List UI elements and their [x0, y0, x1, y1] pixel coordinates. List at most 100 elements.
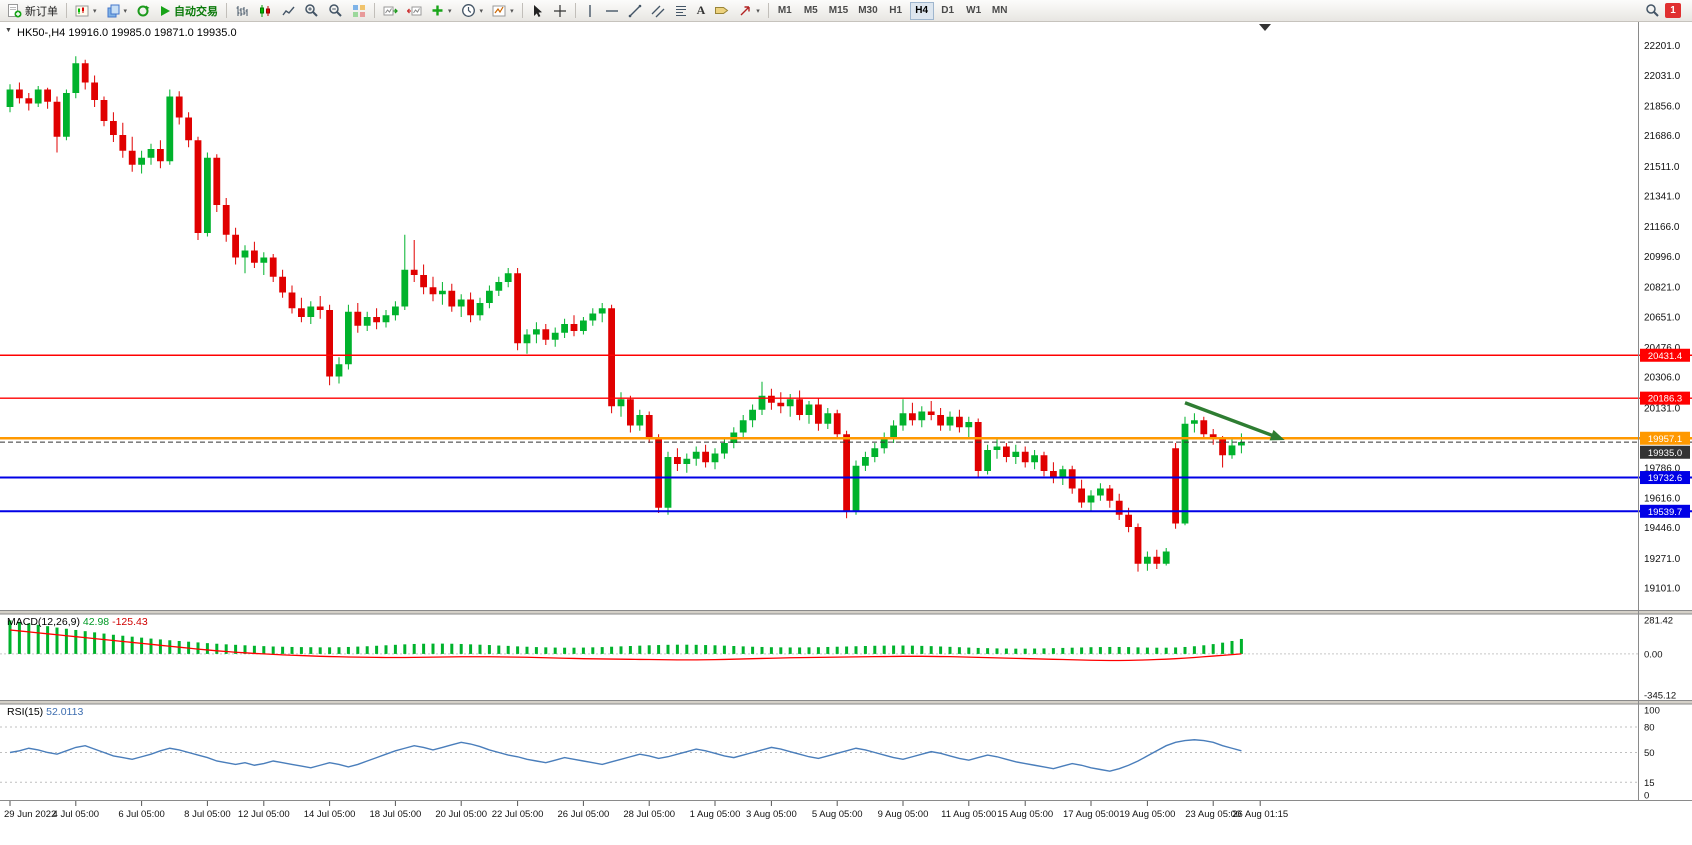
dropdown-arrow-icon: ▾: [93, 7, 97, 15]
timeframe-m30-button[interactable]: M30: [854, 2, 881, 20]
timeframe-mn-button[interactable]: MN: [988, 2, 1012, 20]
price-badge: [1640, 431, 1690, 445]
horizontal-line-tool-button[interactable]: [601, 1, 623, 21]
label-tool-button[interactable]: [710, 1, 733, 21]
chart-shift-marker: [1259, 24, 1271, 31]
svg-text:22031.0: 22031.0: [1644, 71, 1681, 82]
timeframe-m5-button[interactable]: M5: [799, 2, 823, 20]
channel-icon: [651, 5, 665, 17]
templates-button[interactable]: ▾: [488, 1, 518, 21]
price-badge: [1640, 391, 1690, 405]
svg-text:22201.0: 22201.0: [1644, 41, 1681, 52]
refresh-button[interactable]: [132, 1, 154, 21]
auto-scroll-icon: [383, 6, 398, 15]
bar-chart-icon: [236, 5, 248, 16]
autotrading-button[interactable]: 自动交易: [155, 1, 222, 21]
fibonacci-icon: [675, 5, 686, 16]
svg-text:20131.0: 20131.0: [1644, 403, 1681, 414]
svg-text:4 Jul 05:00: 4 Jul 05:00: [53, 809, 99, 820]
toolbar-separator: [374, 3, 376, 18]
toolbar-separator: [226, 3, 228, 18]
svg-text:26 Jul 05:00: 26 Jul 05:00: [558, 809, 610, 820]
dropdown-arrow-icon: ▾: [123, 7, 128, 15]
toolbar-separator: [66, 3, 67, 18]
svg-text:14 Jul 05:00: 14 Jul 05:00: [304, 809, 356, 820]
svg-text:23 Aug 05:00: 23 Aug 05:00: [1185, 809, 1241, 820]
one-click-trading-toggle[interactable]: ▼: [5, 27, 12, 34]
search-button[interactable]: [1641, 1, 1664, 21]
candle-chart-type-button[interactable]: [254, 1, 276, 21]
tile-windows-button[interactable]: [348, 1, 370, 21]
svg-text:-345.12: -345.12: [1644, 691, 1676, 702]
channel-tool-button[interactable]: [647, 1, 669, 21]
notifications-badge[interactable]: 1: [1665, 3, 1681, 18]
timeframe-d1-button[interactable]: D1: [936, 2, 960, 20]
timeframe-h4-button[interactable]: H4: [909, 1, 934, 20]
text-tool-button[interactable]: A: [693, 1, 710, 21]
new-order-button[interactable]: 新订单: [3, 1, 62, 21]
svg-text:21686.0: 21686.0: [1644, 131, 1681, 142]
bar-chart-type-button[interactable]: [231, 1, 253, 21]
timeframe-toolbar: M1 M5 M15 M30 H1 H4 D1 W1 MN: [773, 1, 1012, 20]
svg-text:9 Aug 05:00: 9 Aug 05:00: [878, 809, 929, 820]
timeframe-h1-button[interactable]: H1: [884, 2, 908, 20]
svg-text:8 Jul 05:00: 8 Jul 05:00: [184, 809, 230, 820]
new-chart-button[interactable]: ▾: [71, 1, 101, 21]
indicators-button[interactable]: ▾: [427, 1, 456, 21]
rsi-name: RSI(15): [7, 706, 44, 718]
toolbar: 新订单 ▾ ▾ 自动交易 ▾ ▾: [0, 0, 1692, 22]
svg-text:11 Aug 05:00: 11 Aug 05:00: [941, 809, 996, 820]
svg-text:15: 15: [1644, 778, 1655, 789]
svg-text:19101.0: 19101.0: [1644, 584, 1681, 595]
macd-name: MACD(12,26,9): [7, 616, 80, 628]
autotrading-label: 自动交易: [174, 5, 219, 18]
svg-text:22 Jul 05:00: 22 Jul 05:00: [492, 809, 544, 820]
periods-button[interactable]: ▾: [457, 1, 488, 21]
svg-text:20431.4: 20431.4: [1648, 351, 1682, 362]
chart-title: HK50-,H4 19916.0 19985.0 19871.0 19935.0: [17, 27, 237, 39]
svg-text:29 Jun 2022: 29 Jun 2022: [4, 809, 56, 820]
macd-indicator-label: MACD(12,26,9) 42.98 -125.43: [7, 616, 148, 628]
svg-text:15 Aug 05:00: 15 Aug 05:00: [997, 809, 1053, 820]
timeframe-m1-button[interactable]: M1: [773, 2, 797, 20]
macd-signal-value: -125.43: [112, 616, 148, 628]
new-order-label: 新订单: [25, 5, 58, 18]
dropdown-arrow-icon: ▾: [756, 7, 760, 15]
svg-text:19271.0: 19271.0: [1644, 554, 1681, 565]
auto-scroll-button[interactable]: [379, 1, 402, 21]
timeframe-w1-button[interactable]: W1: [962, 2, 986, 20]
svg-text:1 Aug 05:00: 1 Aug 05:00: [690, 809, 741, 820]
fibonacci-tool-button[interactable]: [670, 1, 692, 21]
svg-text:26 Aug 01:15: 26 Aug 01:15: [1232, 809, 1288, 820]
dropdown-arrow-icon: ▾: [479, 7, 484, 15]
cursor-button[interactable]: [527, 1, 548, 21]
svg-text:6 Jul 05:00: 6 Jul 05:00: [118, 809, 164, 820]
trendline-icon: [628, 4, 641, 17]
clock-icon: [461, 4, 475, 17]
svg-text:18 Jul 05:00: 18 Jul 05:00: [370, 809, 422, 820]
search-icon: [1646, 4, 1659, 17]
chart-shift-button[interactable]: [403, 1, 426, 21]
trendline-tool-button[interactable]: [624, 1, 646, 21]
shapes-tool-button[interactable]: ▾: [734, 1, 764, 21]
svg-text:19957.1: 19957.1: [1648, 434, 1682, 445]
timeframe-m15-button[interactable]: M15: [825, 2, 852, 20]
svg-text:20306.0: 20306.0: [1644, 373, 1681, 384]
zoom-in-icon: [305, 4, 318, 17]
svg-text:19732.6: 19732.6: [1648, 473, 1682, 484]
chart-shift-icon: [407, 6, 422, 15]
svg-text:20821.0: 20821.0: [1644, 283, 1681, 294]
vertical-line-tool-button[interactable]: [580, 1, 600, 21]
svg-text:19539.7: 19539.7: [1648, 507, 1682, 518]
svg-text:0: 0: [1644, 791, 1649, 802]
toolbar-separator: [521, 3, 523, 18]
zoom-in-button[interactable]: [300, 1, 323, 21]
crosshair-button[interactable]: [549, 1, 571, 21]
line-chart-type-button[interactable]: [277, 1, 299, 21]
svg-text:281.42: 281.42: [1644, 616, 1673, 627]
profiles-button[interactable]: ▾: [102, 1, 132, 21]
zoom-out-button[interactable]: [324, 1, 347, 21]
macd-signal-line: [9, 629, 1242, 662]
svg-text:80: 80: [1644, 723, 1655, 734]
